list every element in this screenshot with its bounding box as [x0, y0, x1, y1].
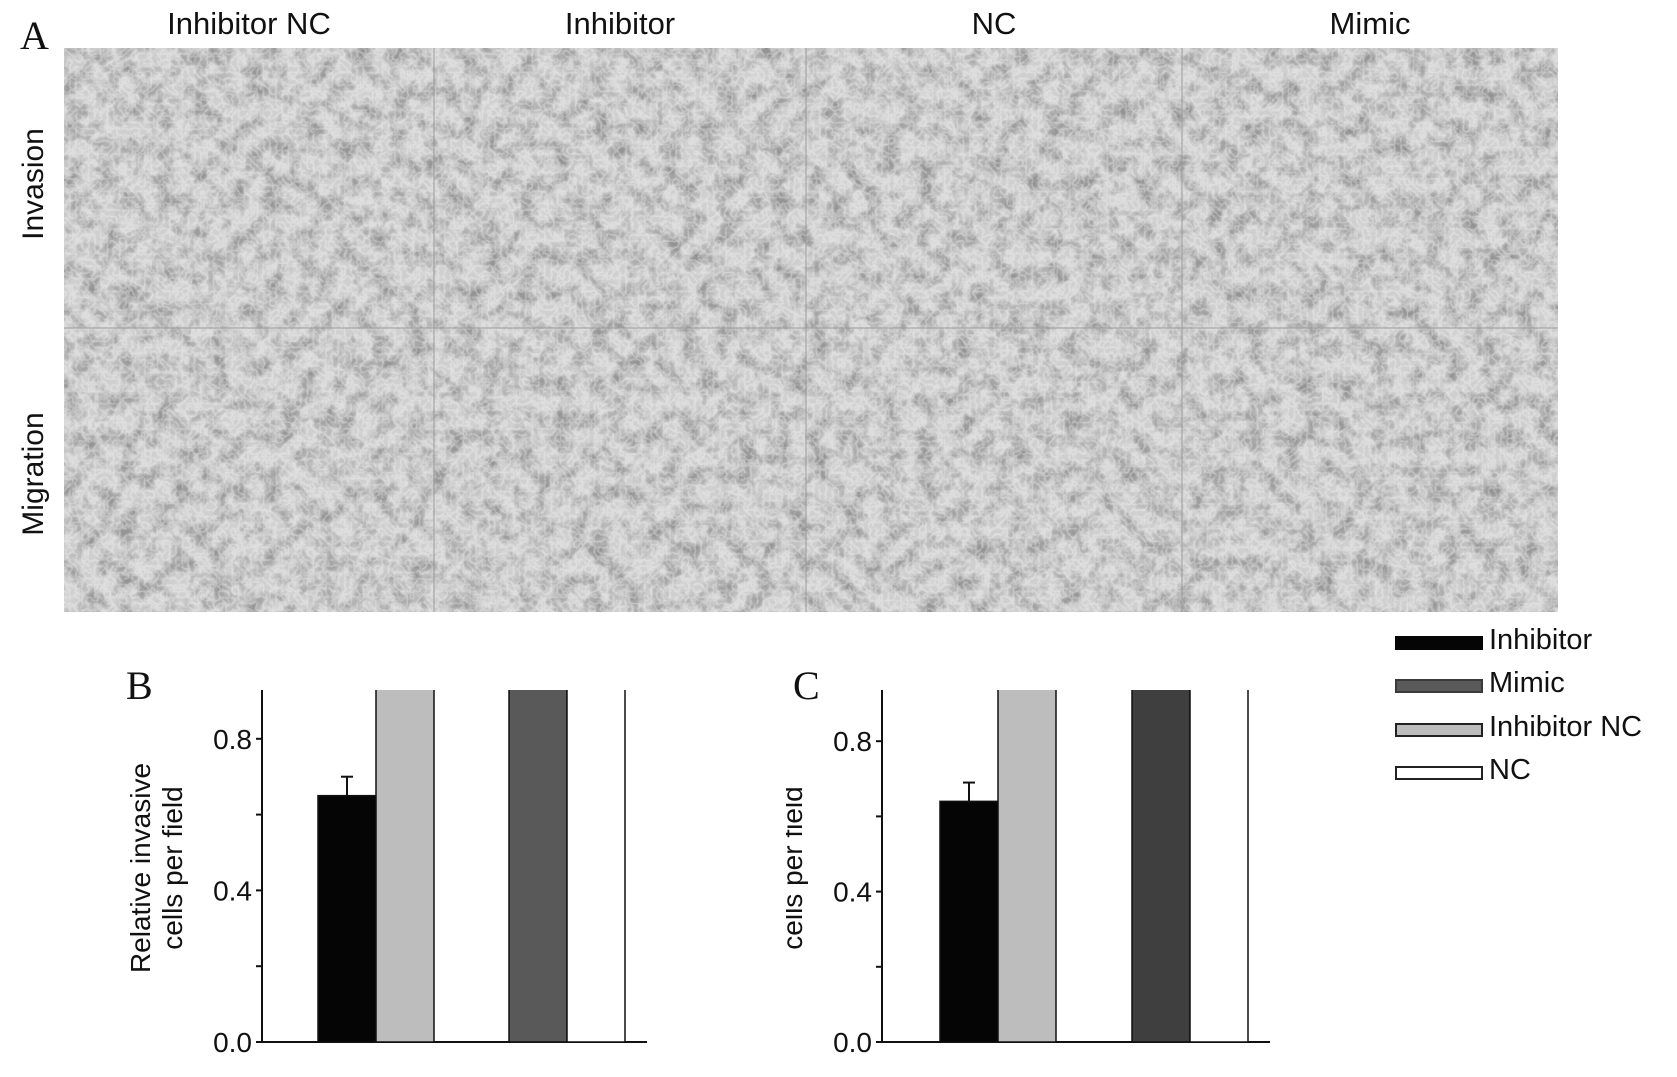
bar-inhibitor: [317, 794, 377, 1043]
legend-label-inhibitor: Inhibitor: [1489, 624, 1593, 656]
bar-mimic: [1131, 690, 1191, 1043]
legend-swatch-nc: [1395, 766, 1483, 780]
y-tick-label: 0.8: [213, 724, 252, 755]
y-tick-label: 0.0: [213, 1027, 252, 1058]
micrograph-grid: [64, 48, 1558, 612]
legend-swatch-inhibitor: [1395, 636, 1483, 650]
bar-inhibitor: [939, 800, 999, 1043]
y-tick-label: 0.0: [833, 1027, 872, 1058]
bar-nc: [1189, 690, 1249, 1043]
bar-mimic: [508, 690, 568, 1043]
y-axis-label-b: Relative invasivecells per field: [125, 763, 188, 973]
column-header-inhibitor: Inhibitor: [564, 6, 676, 41]
y-axis-label-line: cells per field: [786, 786, 808, 949]
legend-swatch-inhibitor-nc: [1395, 723, 1483, 737]
legend-label-nc: NC: [1489, 754, 1531, 786]
bar-inhibitor-nc: [375, 690, 435, 1043]
y-tick-label: 0.8: [833, 726, 872, 757]
column-header-mimic: Mimic: [1329, 6, 1411, 41]
bar-nc: [566, 690, 626, 1043]
legend-label-inhibitor-nc: Inhibitor NC: [1489, 711, 1643, 743]
y-axis-label-line: cells per field: [157, 786, 188, 949]
legend-label-mimic: Mimic: [1489, 667, 1565, 699]
y-axis-label-c: Relative migratorycells per field: [786, 755, 808, 981]
panel-label-c: C: [793, 663, 820, 708]
column-header-nc: NC: [971, 6, 1017, 41]
invasion-bar-chart: 0.00.40.81.21.6Relative invasivecells pe…: [125, 690, 647, 1058]
migration-bar-chart: 0.00.40.81.21.6Relative migratorycells p…: [786, 690, 1270, 1058]
legend-swatch-mimic: [1395, 679, 1483, 693]
panel-label-a: A: [20, 13, 49, 58]
row-header-invasion: Invasion: [17, 128, 50, 240]
y-tick-label: 0.4: [833, 877, 872, 908]
y-axis-label-line: Relative invasive: [125, 763, 156, 973]
row-header-migration: Migration: [17, 412, 50, 536]
bar-inhibitor-nc: [997, 690, 1057, 1043]
column-header-inhibitor-nc: Inhibitor NC: [167, 6, 331, 41]
y-tick-label: 0.4: [213, 875, 252, 906]
panel-label-b: B: [126, 663, 153, 708]
